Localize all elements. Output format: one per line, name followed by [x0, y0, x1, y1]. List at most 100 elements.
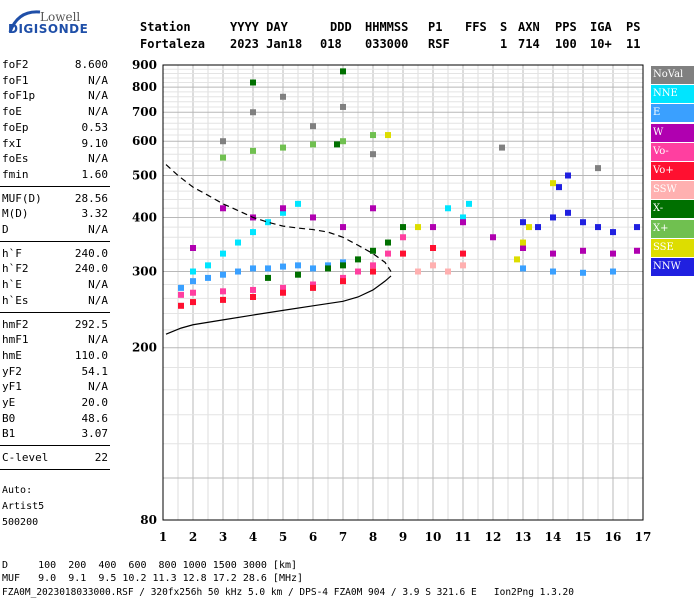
param-row: hmF2 292.5 [2, 318, 108, 334]
param-value: 22 [94, 451, 108, 465]
header-label: AXN [518, 20, 540, 34]
data-point [565, 172, 571, 179]
data-point [280, 284, 286, 291]
param-value: N/A [88, 89, 108, 103]
footer-muf-row: MUF 9.0 9.1 9.5 10.2 11.3 12.8 17.2 28.6… [2, 573, 304, 584]
param-row: B1 3.07 [2, 427, 108, 443]
param-value: N/A [88, 380, 108, 394]
data-point [550, 268, 556, 275]
x-tick-label: 17 [635, 530, 652, 544]
param-row: foEp 0.53 [2, 121, 108, 137]
data-point [460, 250, 466, 257]
header-value: 714 [518, 37, 540, 51]
param-value: N/A [88, 73, 108, 87]
header-label: YYYY DAY [230, 20, 288, 34]
data-point [250, 229, 256, 236]
data-point [334, 141, 340, 148]
header-label: FFS [465, 20, 487, 34]
header-value: 11 [626, 37, 641, 51]
param-separator [0, 468, 110, 470]
param-label: hmF2 [2, 317, 29, 331]
data-point [190, 268, 196, 275]
data-point [250, 265, 256, 272]
data-point [556, 184, 562, 191]
param-row: fxI 9.10 [2, 137, 108, 153]
data-point [370, 262, 376, 269]
legend-item: NNE [651, 85, 694, 104]
legend-item: Vo+ [651, 162, 694, 180]
param-label: D [2, 223, 9, 236]
param-value: 292.5 [74, 317, 108, 331]
data-point [178, 284, 184, 291]
header-value: 033000 [365, 37, 409, 51]
data-point [595, 224, 601, 231]
data-point [634, 247, 640, 254]
data-point [430, 224, 436, 231]
data-point [325, 265, 331, 272]
legend-item: SSE [651, 238, 694, 257]
param-row: h`Es N/A [2, 294, 108, 310]
data-point [235, 239, 241, 246]
x-tick-label: 16 [605, 530, 622, 544]
data-point [190, 299, 196, 306]
legend-item: NoVal [651, 66, 694, 84]
param-label: foF1 [2, 73, 29, 87]
param-separator [0, 185, 110, 187]
data-point [190, 278, 196, 285]
logo-lowell-text: Lowell [40, 10, 81, 24]
x-tick-label: 2 [189, 530, 197, 544]
x-tick-label: 12 [485, 530, 502, 544]
y-tick-label: 200 [132, 341, 157, 355]
data-point [280, 205, 286, 212]
auto-artist: Artist5 [2, 501, 45, 512]
param-row: foEs N/A [2, 152, 108, 168]
header-label: S [500, 20, 508, 34]
x-tick-label: 8 [369, 530, 377, 544]
param-row: hmE 110.0 [2, 349, 108, 365]
x-tick-label: 4 [249, 530, 257, 544]
data-point [250, 293, 256, 300]
param-row: foE N/A [2, 105, 108, 121]
param-value: 48.6 [81, 411, 109, 425]
data-point [250, 79, 256, 86]
data-point [610, 229, 616, 236]
header-label: P1 [428, 20, 443, 34]
data-point [400, 224, 406, 231]
data-point [595, 165, 601, 172]
param-row: hmF1 N/A [2, 333, 108, 349]
param-separator [0, 445, 110, 447]
data-point [220, 138, 226, 145]
param-label: h`F [2, 246, 22, 260]
data-point [220, 296, 226, 303]
param-value: 240.0 [74, 246, 108, 260]
x-tick-label: 10 [425, 530, 442, 544]
param-label: yF2 [2, 364, 22, 378]
data-point [355, 268, 361, 275]
legend-item: E [651, 104, 694, 123]
param-label: foF2 [2, 58, 29, 71]
data-point [235, 268, 241, 275]
logo-digisonde-text: DIGISONDE [8, 22, 89, 36]
data-point [520, 265, 526, 272]
param-label: foEp [2, 120, 29, 134]
x-tick-label: 5 [279, 530, 287, 544]
x-tick-label: 7 [339, 530, 347, 544]
param-row: fmin 1.60 [2, 168, 108, 184]
header-value: 100 [555, 37, 577, 51]
data-point [340, 224, 346, 231]
data-point [340, 68, 346, 75]
data-point [205, 262, 211, 269]
param-row: foF2 8.600 [2, 58, 108, 74]
param-row: D N/A [2, 223, 108, 239]
param-separator [0, 240, 110, 242]
header-value: Fortaleza [140, 37, 206, 51]
data-point [370, 268, 376, 275]
data-point [415, 224, 421, 231]
data-point [205, 274, 211, 281]
data-point [295, 200, 301, 207]
data-point [280, 144, 286, 151]
header-label: HHMMSS [365, 20, 409, 34]
y-tick-label: 900 [132, 58, 157, 72]
data-point [526, 224, 532, 231]
